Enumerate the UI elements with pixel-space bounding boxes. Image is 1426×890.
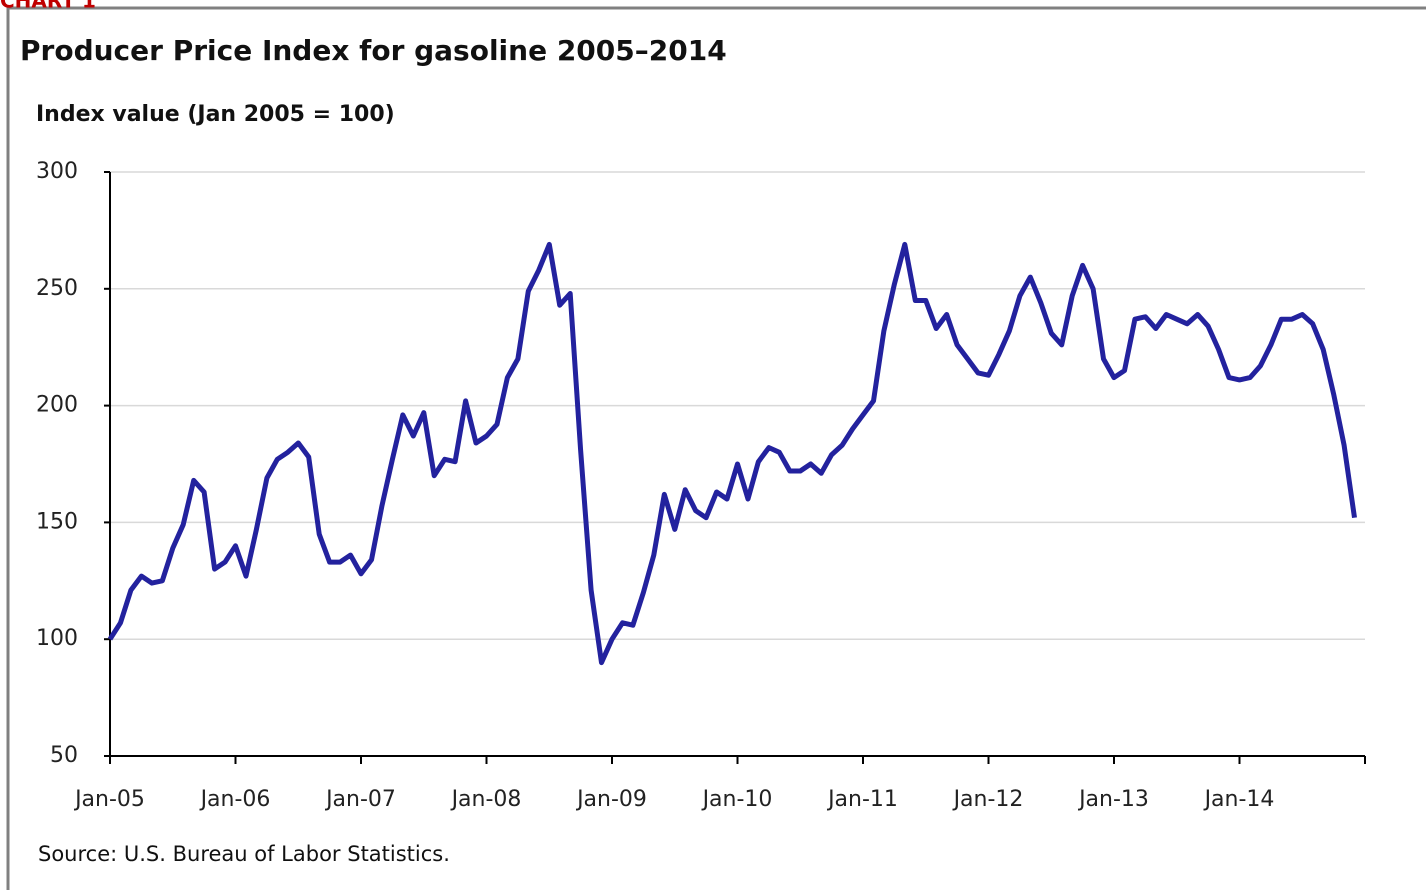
x-tick-label: Jan-10 [701,787,773,812]
y-tick-label: 150 [36,509,78,534]
x-tick-label: Jan-11 [826,787,898,812]
x-tick-label: Jan-06 [199,787,271,812]
y-tick-label: 200 [36,393,78,418]
x-tick-label: Jan-14 [1203,787,1275,812]
line-series [107,241,1357,666]
chart-label: CHART 1 [0,0,96,13]
x-tick-label: Jan-07 [324,787,396,812]
x-tick-label: Jan-09 [575,787,647,812]
x-tick-label: Jan-13 [1077,787,1149,812]
chart-title: Producer Price Index for gasoline 2005–2… [20,34,727,67]
y-axis-label: Index value (Jan 2005 = 100) [36,102,395,127]
y-tick-label: 50 [50,743,78,768]
frame [6,6,1426,890]
x-tick-label: Jan-08 [450,787,522,812]
x-tick-label: Jan-12 [952,787,1024,812]
source: Source: U.S. Bureau of Labor Statistics. [38,842,450,866]
x-tick-label: Jan-05 [73,787,145,812]
y-tick-label: 100 [36,626,78,651]
y-tick-label: 250 [36,276,78,301]
y-tick-label: 300 [36,159,78,184]
